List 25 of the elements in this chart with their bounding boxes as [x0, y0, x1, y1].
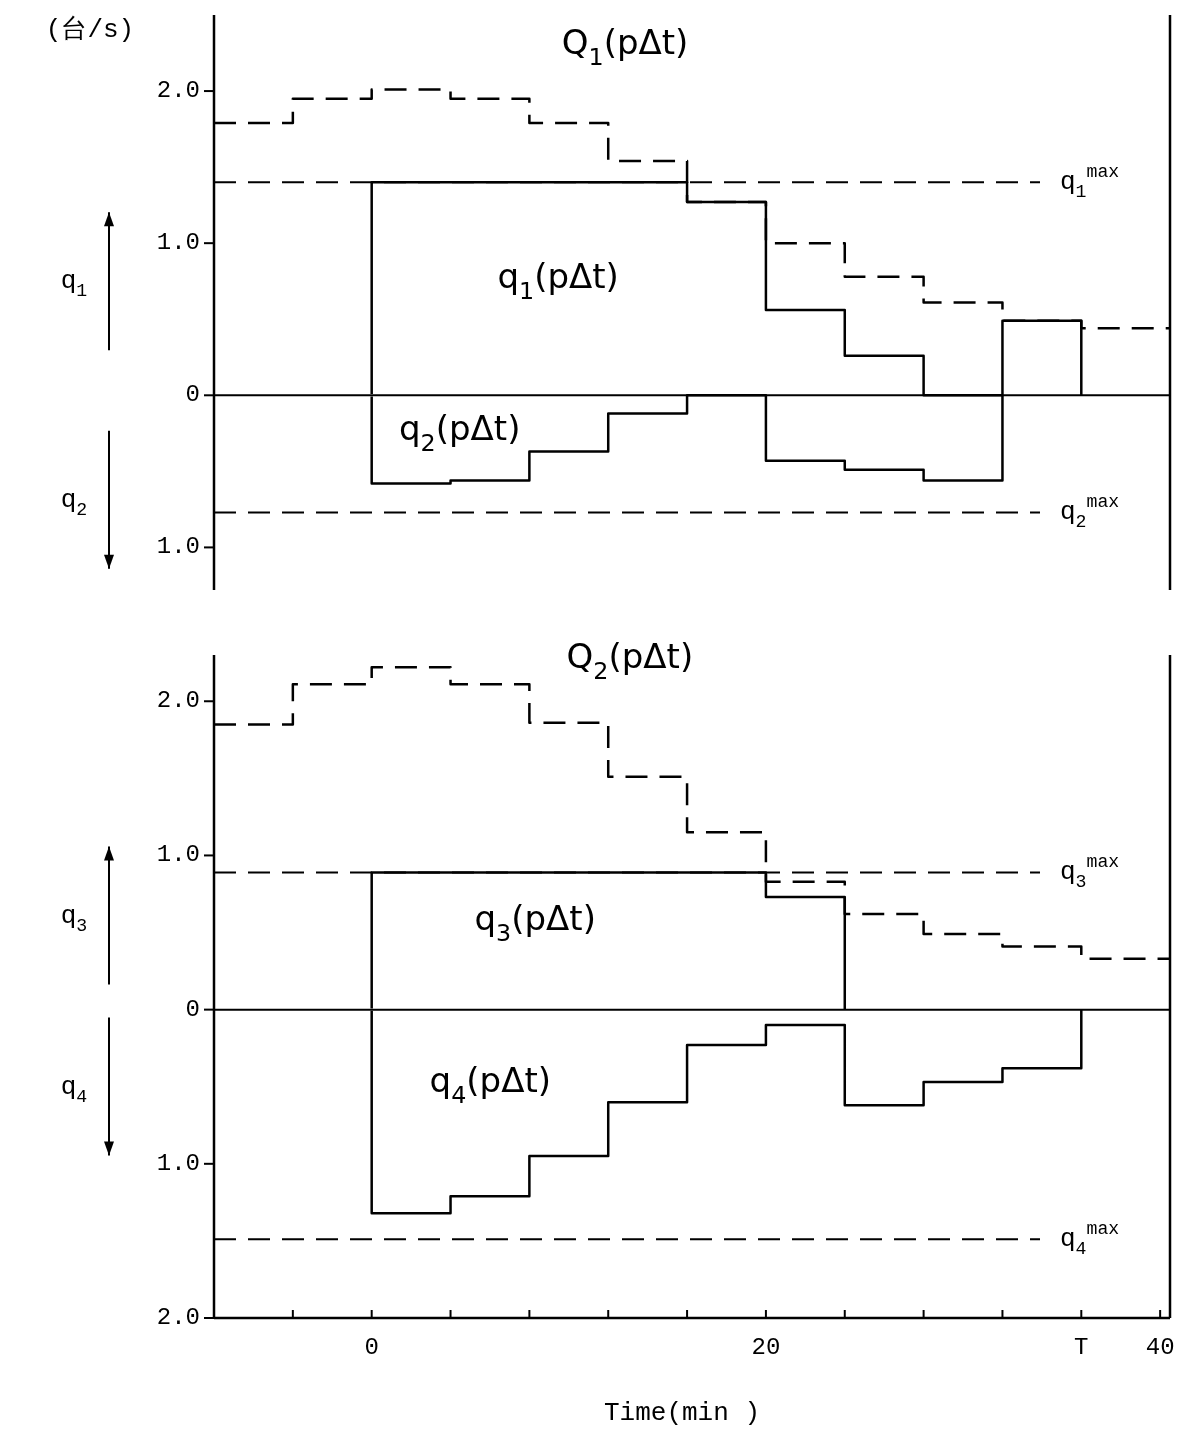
x-tick-label: T [1074, 1334, 1089, 1362]
y-tick-label: 2.0 [156, 77, 200, 105]
text: q$_{2}$ [60, 484, 88, 520]
y-tick-label: 1.0 [156, 533, 200, 561]
x-axis-title: Time(min ) [603, 1397, 761, 1428]
y-tick-label: 1.0 [156, 1150, 200, 1178]
x-tick-label: 40 [1145, 1334, 1175, 1362]
annotation: q$_{1}$(pΔt) [497, 255, 619, 305]
text: q$_{1}$ [60, 266, 88, 302]
y-tick-label: 1.0 [156, 229, 200, 257]
y-tick-label: 2.0 [156, 1304, 200, 1332]
annotation: q$_{2}$(pΔt) [398, 407, 521, 457]
text: q$_{3}$ [60, 900, 88, 936]
annotation: Q$_{2}$(pΔt) [566, 635, 694, 685]
y-tick-label: 1.0 [156, 841, 200, 869]
x-tick-label: 0 [364, 1334, 379, 1362]
x-tick-label: 20 [751, 1334, 781, 1362]
y-tick-label: 0 [185, 995, 200, 1023]
y-axis-title: (台/s) [45, 14, 135, 45]
annotation: q$_{3}$(pΔt) [474, 897, 596, 947]
y-tick-label: 2.0 [156, 687, 200, 715]
text: q$_{4}$ [60, 1071, 88, 1107]
y-tick-label: 0 [185, 381, 200, 409]
annotation: Q$_{1}$(pΔt) [561, 21, 689, 71]
annotation: q$_{4}$(pΔt) [429, 1059, 551, 1109]
